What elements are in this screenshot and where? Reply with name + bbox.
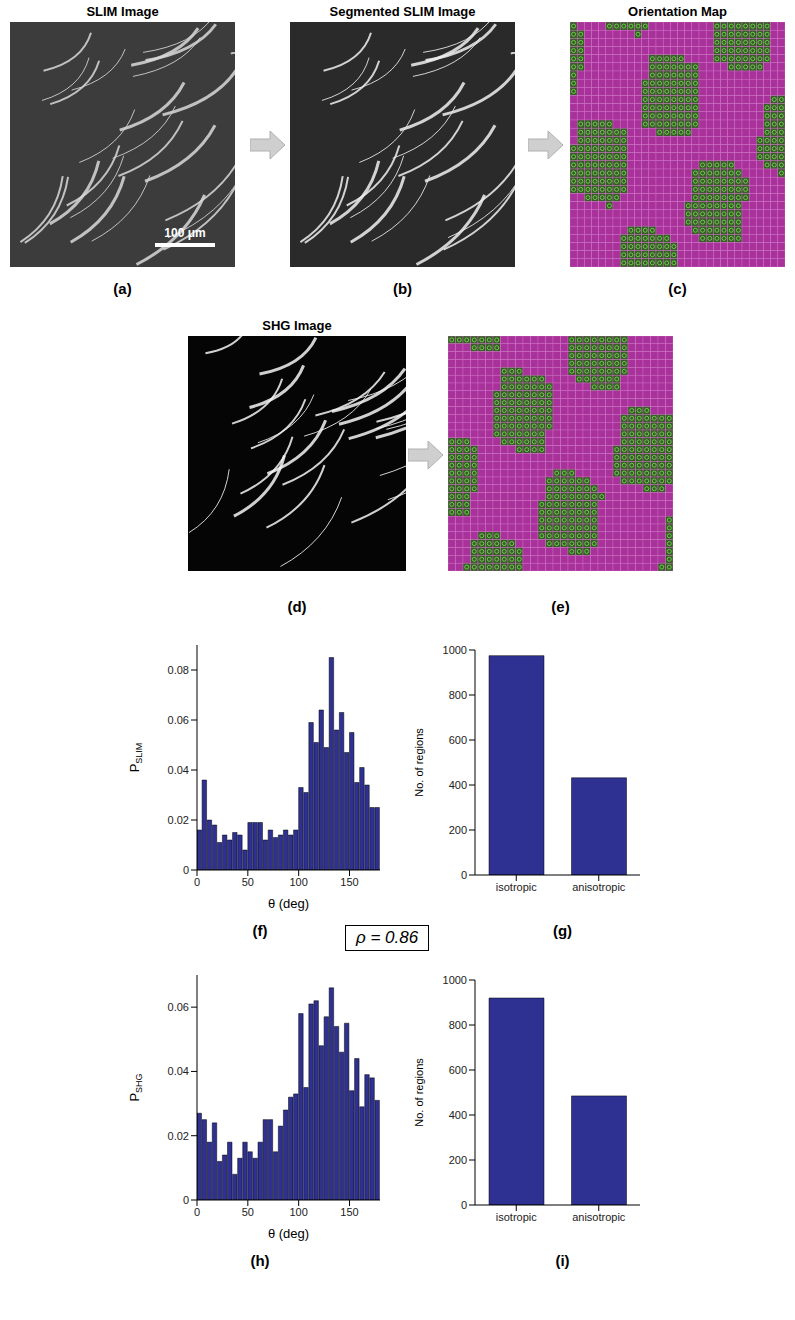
svg-text:0.08: 0.08 bbox=[168, 664, 189, 676]
svg-text:0.04: 0.04 bbox=[168, 764, 189, 776]
svg-text:anisotropic: anisotropic bbox=[572, 881, 626, 893]
svg-text:0.02: 0.02 bbox=[168, 814, 189, 826]
html-text:ρ = 0.86: ρ = 0.86 bbox=[356, 928, 419, 947]
svg-text:600: 600 bbox=[449, 1064, 467, 1076]
svg-text:0.06: 0.06 bbox=[168, 1001, 189, 1013]
svg-text:0: 0 bbox=[183, 1194, 189, 1206]
svg-text:0.04: 0.04 bbox=[168, 1065, 189, 1077]
html-text:(f): (f) bbox=[252, 922, 268, 939]
svg-text:400: 400 bbox=[449, 1109, 467, 1121]
svg-text:0: 0 bbox=[461, 869, 467, 881]
html-text:SHG Image: SHG Image bbox=[262, 318, 332, 333]
svg-text:150: 150 bbox=[340, 1206, 358, 1218]
html-text:(h): (h) bbox=[250, 1252, 270, 1269]
svg-text:100: 100 bbox=[289, 876, 307, 888]
html-text:SLIM Image: SLIM Image bbox=[86, 4, 159, 19]
svg-text:100: 100 bbox=[289, 1206, 307, 1218]
svg-text:50: 50 bbox=[242, 1206, 254, 1218]
svg-text:isotropic: isotropic bbox=[496, 1211, 537, 1223]
html-text:(i): (i) bbox=[555, 1252, 570, 1269]
svg-text:600: 600 bbox=[449, 734, 467, 746]
svg-text:isotropic: isotropic bbox=[496, 881, 537, 893]
svg-text:0.06: 0.06 bbox=[168, 714, 189, 726]
html-text:(c): (c) bbox=[668, 280, 687, 297]
svg-text:0: 0 bbox=[183, 864, 189, 876]
html-text:(e): (e) bbox=[551, 598, 570, 615]
svg-text:1000: 1000 bbox=[443, 644, 467, 656]
html-text:(d): (d) bbox=[287, 598, 307, 615]
svg-text:150: 150 bbox=[340, 876, 358, 888]
svg-text:No. of regions: No. of regions bbox=[413, 1058, 425, 1127]
html-text:(b): (b) bbox=[392, 280, 413, 297]
svg-text:anisotropic: anisotropic bbox=[572, 1211, 626, 1223]
svg-text:100 μm: 100 μm bbox=[164, 226, 205, 240]
html-text:(a): (a) bbox=[113, 280, 132, 297]
svg-text:0: 0 bbox=[461, 1199, 467, 1211]
svg-text:No. of regions: No. of regions bbox=[413, 728, 425, 797]
html-text:Segmented SLIM Image: Segmented SLIM Image bbox=[329, 4, 476, 19]
svg-text:θ (deg): θ (deg) bbox=[268, 896, 309, 911]
svg-text:PSHG: PSHG bbox=[127, 1073, 144, 1101]
svg-text:θ (deg): θ (deg) bbox=[268, 1226, 309, 1241]
svg-text:200: 200 bbox=[449, 824, 467, 836]
svg-text:0: 0 bbox=[194, 1206, 200, 1218]
svg-text:0: 0 bbox=[194, 876, 200, 888]
svg-text:PSLIM: PSLIM bbox=[127, 743, 144, 773]
svg-text:400: 400 bbox=[449, 779, 467, 791]
html-text:(g): (g) bbox=[552, 922, 573, 939]
html-text:Orientation Map: Orientation Map bbox=[628, 4, 727, 19]
svg-text:1000: 1000 bbox=[443, 974, 467, 986]
svg-text:50: 50 bbox=[242, 876, 254, 888]
svg-text:0.02: 0.02 bbox=[168, 1130, 189, 1142]
svg-text:800: 800 bbox=[449, 1019, 467, 1031]
svg-text:800: 800 bbox=[449, 689, 467, 701]
svg-text:200: 200 bbox=[449, 1154, 467, 1166]
